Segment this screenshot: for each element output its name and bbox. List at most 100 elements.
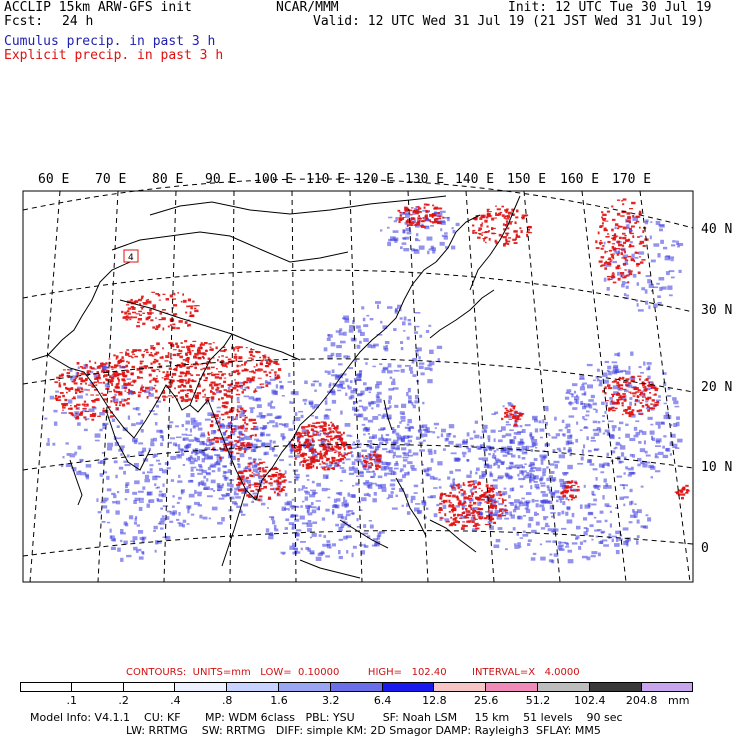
precip-mark (399, 214, 403, 217)
precip-mark (426, 467, 432, 471)
precip-mark (491, 413, 496, 415)
precip-mark (575, 438, 579, 443)
precip-mark (95, 394, 99, 396)
precip-mark (366, 444, 370, 448)
precip-mark (452, 518, 457, 520)
precip-mark (158, 462, 162, 465)
precip-mark (361, 449, 367, 452)
precip-mark (585, 527, 589, 532)
precip-mark (603, 227, 607, 231)
precip-mark (613, 234, 616, 236)
precip-mark (327, 467, 330, 470)
precip-mark (583, 517, 588, 521)
precip-mark (622, 527, 629, 531)
precip-mark (402, 464, 407, 468)
precip-mark (258, 412, 263, 416)
precip-mark (401, 419, 406, 422)
precip-mark (411, 207, 414, 209)
precip-mark (616, 199, 621, 201)
precip-mark (156, 375, 158, 377)
precip-mark (602, 372, 608, 377)
precip-mark (491, 227, 496, 230)
precip-mark (399, 211, 406, 215)
precip-mark (206, 478, 209, 482)
precip-mark (402, 456, 409, 459)
precip-mark (171, 505, 175, 508)
precip-mark (142, 551, 145, 555)
precip-mark (372, 365, 376, 368)
precip-mark (623, 486, 626, 490)
precip-mark (111, 492, 116, 496)
precip-mark (456, 497, 459, 500)
precip-mark (547, 528, 552, 532)
precip-mark (172, 323, 176, 326)
precip-mark (425, 210, 430, 212)
precip-mark (485, 495, 488, 499)
precip-mark (406, 444, 410, 447)
precip-mark (311, 424, 316, 428)
precip-mark (455, 443, 462, 448)
precip-mark (293, 476, 300, 479)
precip-mark (318, 463, 322, 465)
precip-mark (185, 444, 189, 450)
precip-mark (482, 214, 486, 218)
precip-mark (575, 483, 578, 485)
precip-mark (148, 392, 151, 394)
precip-mark (258, 458, 262, 461)
precip-mark (529, 467, 534, 471)
precip-mark (509, 222, 512, 225)
precip-mark (394, 238, 398, 243)
precip-mark (233, 348, 235, 352)
precip-mark (468, 495, 471, 498)
precip-mark (561, 419, 565, 423)
precip-mark (407, 319, 412, 322)
precip-mark (118, 359, 122, 363)
precip-mark (476, 467, 480, 471)
precip-mark (276, 376, 281, 379)
precip-mark (625, 274, 629, 277)
precip-mark (351, 461, 356, 466)
precip-mark (262, 461, 266, 463)
precip-mark (260, 359, 264, 362)
precip-mark (325, 452, 328, 456)
precip-mark (189, 461, 195, 465)
precip-mark (610, 276, 616, 279)
precip-mark (159, 467, 163, 472)
precip-mark (142, 355, 145, 359)
precip-mark (383, 466, 389, 470)
precip-mark (122, 366, 125, 369)
precip-mark (337, 492, 341, 495)
precip-mark (160, 442, 164, 447)
precip-mark (495, 212, 497, 215)
precip-mark (342, 442, 345, 446)
precip-mark (465, 507, 468, 511)
precip-mark (507, 410, 512, 413)
precip-mark (102, 381, 105, 384)
precip-mark (624, 389, 629, 393)
precip-mark (192, 457, 197, 461)
precip-mark (375, 464, 379, 467)
precip-mark (219, 437, 223, 440)
precip-mark (587, 512, 594, 516)
precip-mark (363, 338, 369, 342)
precip-mark (505, 210, 508, 214)
precip-mark (530, 557, 536, 561)
precip-mark (406, 336, 410, 340)
precip-mark (372, 453, 376, 457)
precip-mark (535, 447, 538, 449)
precip-mark (604, 386, 607, 390)
precip-mark (223, 446, 226, 450)
precip-mark (370, 450, 376, 453)
precip-mark (461, 451, 467, 455)
precip-mark (424, 226, 430, 230)
precip-mark (365, 455, 368, 457)
precip-mark (236, 408, 239, 411)
precip-mark (647, 517, 652, 522)
precip-mark (243, 395, 249, 398)
precip-mark (622, 395, 626, 398)
precip-mark (503, 228, 507, 231)
precip-mark (77, 366, 80, 370)
precip-mark (368, 402, 372, 407)
lon-label: 90 E (205, 172, 237, 187)
precip-mark (519, 425, 523, 428)
